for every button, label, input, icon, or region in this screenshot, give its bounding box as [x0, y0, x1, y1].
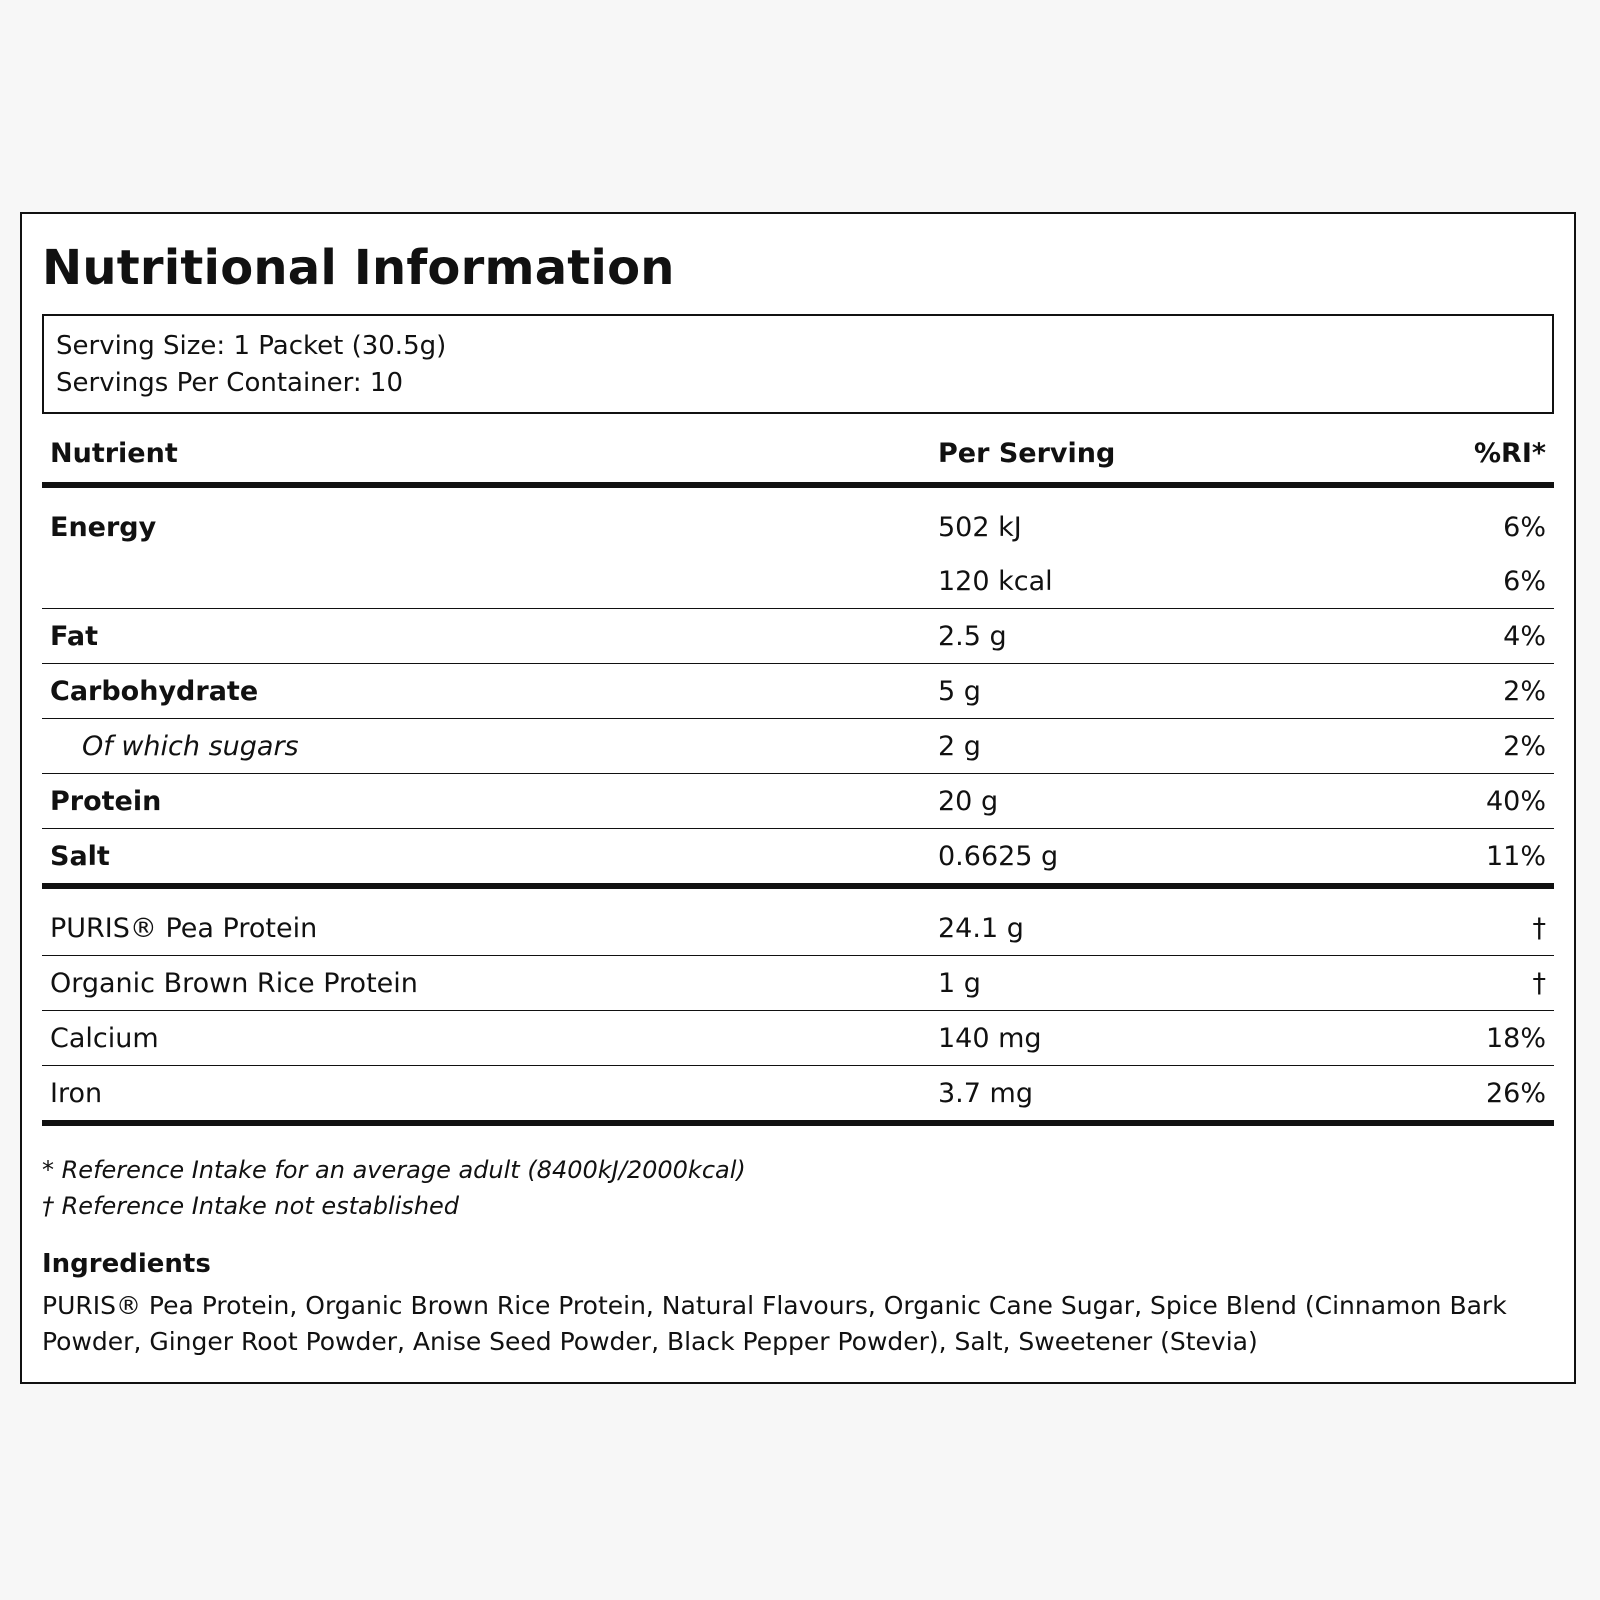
ri-value: † — [1532, 912, 1547, 944]
table-header: Nutrient Per Serving %RI* — [42, 424, 1554, 488]
nutrient-name: Energy — [50, 511, 157, 543]
nutrition-label: Nutritional Information Serving Size: 1 … — [20, 212, 1576, 1384]
nutrient-name: Organic Brown Rice Protein — [50, 967, 418, 999]
label-title: Nutritional Information — [42, 240, 675, 296]
footnote-not-established: † Reference Intake not established — [42, 1192, 460, 1220]
table-row-sugars: Of which sugars 2 g 2% — [42, 719, 1554, 774]
nutrient-name: Iron — [50, 1077, 103, 1109]
ri-value: 18% — [1485, 1022, 1546, 1054]
per-serving-value: 20 g — [938, 785, 999, 817]
per-serving-value: 24.1 g — [938, 912, 1024, 944]
ri-value: † — [1532, 967, 1547, 999]
ri-value: 26% — [1485, 1077, 1546, 1109]
per-serving-value: 3.7 mg — [938, 1077, 1033, 1109]
table-row-fat: Fat 2.5 g 4% — [42, 609, 1554, 664]
ingredients-title: Ingredients — [42, 1249, 211, 1279]
per-serving-value: 1 g — [938, 967, 981, 999]
notes-section: * Reference Intake for an average adult … — [42, 1152, 1554, 1360]
serving-info-box: Serving Size: 1 Packet (30.5g) Servings … — [42, 314, 1554, 414]
per-serving-value: 2 g — [938, 730, 981, 762]
servings-per-container: Servings Per Container: 10 — [56, 368, 404, 398]
table-row-iron: Iron 3.7 mg 26% — [42, 1066, 1554, 1126]
table-row-energy-kj: Energy 502 kJ 6% — [42, 500, 1554, 554]
per-serving-value: 140 mg — [938, 1022, 1042, 1054]
nutrient-name: Salt — [50, 840, 110, 872]
nutrient-name: Protein — [50, 785, 162, 817]
per-serving-value: 5 g — [938, 675, 981, 707]
table-row-rice-protein: Organic Brown Rice Protein 1 g † — [42, 956, 1554, 1011]
nutrition-table: Nutrient Per Serving %RI* Energy 502 kJ … — [42, 424, 1554, 1126]
header-per-serving: Per Serving — [938, 437, 1116, 469]
nutrient-name: Calcium — [50, 1022, 159, 1054]
table-row-salt: Salt 0.6625 g 11% — [42, 829, 1554, 889]
serving-size: Serving Size: 1 Packet (30.5g) — [56, 331, 447, 361]
ri-value: 4% — [1503, 620, 1546, 652]
table-row-energy-kcal: 120 kcal 6% — [42, 554, 1554, 609]
table-row-calcium: Calcium 140 mg 18% — [42, 1011, 1554, 1066]
per-serving-value: 0.6625 g — [938, 840, 1059, 872]
nutrient-name: PURIS® Pea Protein — [50, 912, 318, 944]
header-ri: %RI* — [1473, 437, 1546, 469]
header-nutrient: Nutrient — [50, 437, 178, 469]
ri-value: 6% — [1503, 511, 1546, 543]
ri-value: 2% — [1503, 675, 1546, 707]
per-serving-value: 502 kJ — [938, 511, 1022, 543]
ingredients-text: PURIS® Pea Protein, Organic Brown Rice P… — [42, 1291, 1507, 1356]
nutrient-name: Of which sugars — [82, 730, 299, 762]
per-serving-value: 2.5 g — [938, 620, 1007, 652]
label-content: Nutritional Information Serving Size: 1 … — [42, 214, 1554, 1382]
table-row-carbohydrate: Carbohydrate 5 g 2% — [42, 664, 1554, 719]
nutrient-name: Fat — [50, 620, 98, 652]
ri-value: 40% — [1485, 785, 1546, 817]
table-row-protein: Protein 20 g 40% — [42, 774, 1554, 829]
ri-value: 11% — [1485, 840, 1546, 872]
table-row-pea-protein: PURIS® Pea Protein 24.1 g † — [42, 901, 1554, 956]
nutrient-name: Carbohydrate — [50, 675, 259, 707]
ri-value: 6% — [1503, 565, 1546, 597]
footnote-ri: * Reference Intake for an average adult … — [42, 1156, 746, 1184]
ri-value: 2% — [1503, 730, 1546, 762]
per-serving-value: 120 kcal — [938, 565, 1053, 597]
